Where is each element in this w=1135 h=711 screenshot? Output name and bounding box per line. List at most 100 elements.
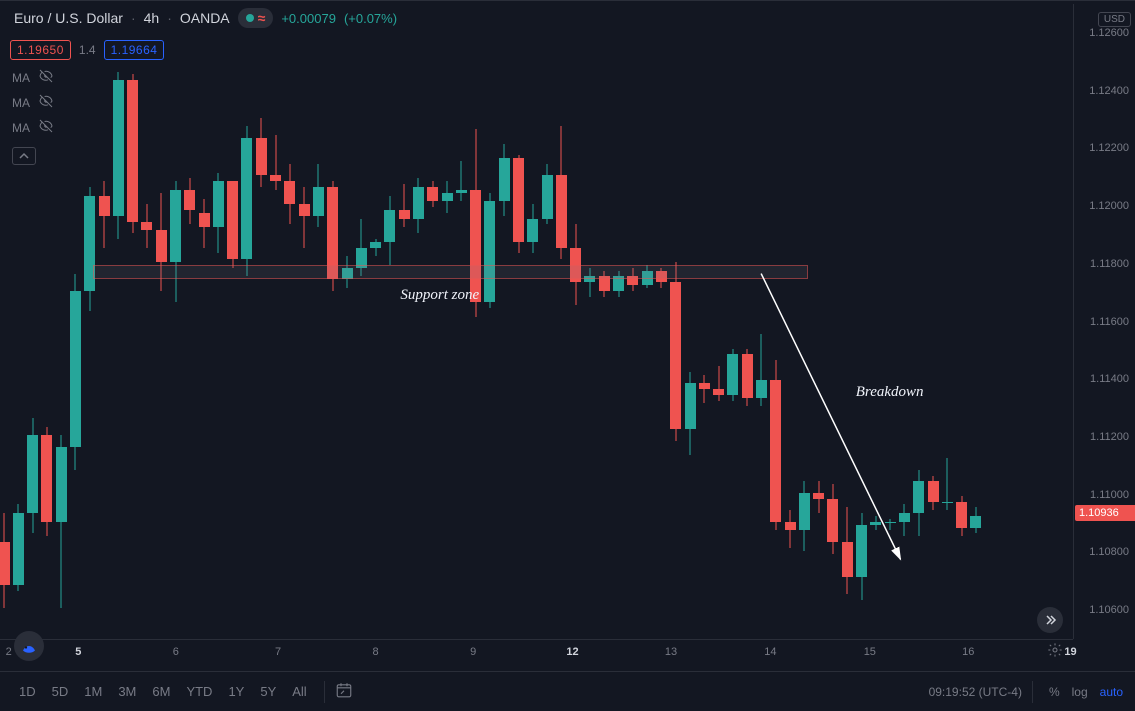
price-tick: 1.12400	[1089, 85, 1129, 97]
percent-toggle[interactable]: %	[1049, 685, 1060, 699]
time-tick: 15	[864, 646, 876, 658]
candle	[40, 427, 53, 537]
settings-icon[interactable]	[1047, 642, 1063, 661]
time-tick: 14	[764, 646, 776, 658]
candle	[698, 375, 711, 404]
timeframe-1y[interactable]: 1Y	[221, 680, 251, 703]
price-tick: 1.11600	[1090, 316, 1129, 328]
candle	[455, 161, 468, 201]
candle	[741, 349, 754, 407]
candle	[312, 164, 325, 228]
price-tick: 1.12600	[1089, 27, 1129, 39]
candle	[712, 366, 725, 401]
candle	[83, 187, 96, 311]
timeframe-1m[interactable]: 1M	[77, 680, 109, 703]
time-tick: 12	[566, 646, 578, 658]
candle	[126, 74, 139, 233]
candle	[512, 155, 525, 253]
breakdown-label: Breakdown	[856, 384, 924, 401]
time-tick: 7	[275, 646, 281, 658]
candle	[140, 204, 153, 247]
clock: 09:19:52 (UTC-4)	[929, 685, 1022, 699]
candle	[855, 513, 868, 600]
candle	[798, 481, 811, 550]
candle	[826, 484, 839, 553]
candle	[98, 181, 111, 247]
candle	[198, 199, 211, 248]
time-tick: 13	[665, 646, 677, 658]
candle	[55, 435, 68, 608]
timeframe-5y[interactable]: 5Y	[253, 680, 283, 703]
timeframe-5d[interactable]: 5D	[45, 680, 76, 703]
timeframe-ytd[interactable]: YTD	[179, 680, 219, 703]
candle	[841, 507, 854, 594]
breakdown-arrow[interactable]	[0, 4, 1073, 639]
candle	[669, 262, 682, 441]
candle	[755, 334, 768, 406]
candle	[555, 126, 568, 259]
candle	[526, 204, 539, 253]
timeframe-6m[interactable]: 6M	[145, 680, 177, 703]
candle	[812, 481, 825, 513]
candle	[255, 118, 268, 187]
candle	[955, 496, 968, 536]
candle	[226, 181, 239, 268]
time-tick: 5	[75, 646, 81, 658]
candle	[0, 513, 11, 608]
ideas-button[interactable]	[14, 631, 44, 661]
candle	[26, 418, 39, 533]
candle	[869, 516, 882, 530]
candle	[398, 184, 411, 227]
time-tick: 2	[6, 646, 12, 658]
candle	[240, 126, 253, 276]
go-to-realtime-button[interactable]	[1037, 607, 1063, 633]
price-tick: 1.12000	[1089, 200, 1129, 212]
candle	[369, 239, 382, 256]
candle	[169, 181, 182, 302]
candle	[912, 470, 925, 536]
candle	[498, 144, 511, 216]
candle	[941, 458, 954, 510]
support-zone-rect[interactable]	[93, 265, 807, 279]
candle	[112, 72, 125, 239]
candle	[12, 504, 25, 591]
log-toggle[interactable]: log	[1072, 685, 1088, 699]
candle	[784, 510, 797, 548]
price-tick: 1.12200	[1089, 142, 1129, 154]
timeframe-1d[interactable]: 1D	[12, 680, 43, 703]
price-axis[interactable]: USD 1.12600 1.12400 1.12200 1.12000 1.11800 1…	[1073, 4, 1135, 639]
price-tick: 1.11200	[1090, 431, 1129, 443]
timeframe-3m[interactable]: 3M	[111, 680, 143, 703]
price-tick: 1.11000	[1090, 489, 1129, 501]
time-tick: 6	[173, 646, 179, 658]
candle	[884, 519, 897, 531]
support-zone-label: Support zone	[400, 287, 479, 304]
timeframe-list: 1D5D1M3M6MYTD1Y5YAll	[12, 680, 314, 703]
candle	[927, 476, 940, 511]
timeframe-all[interactable]: All	[285, 680, 313, 703]
price-tick: 1.11800	[1090, 258, 1129, 270]
candle	[541, 164, 554, 225]
candle	[426, 181, 439, 207]
price-tick: 1.10800	[1089, 546, 1129, 558]
candle	[212, 173, 225, 254]
candle	[684, 372, 697, 456]
candle	[769, 360, 782, 530]
candle	[283, 164, 296, 225]
auto-scale-toggle[interactable]: auto	[1100, 685, 1123, 699]
candle	[298, 187, 311, 248]
candle	[969, 507, 982, 533]
candle	[898, 504, 911, 536]
time-tick: 16	[962, 646, 974, 658]
time-tick: 8	[373, 646, 379, 658]
time-axis[interactable]: 256789121314151619	[0, 639, 1073, 667]
candle	[441, 181, 454, 213]
chart-pane[interactable]: Support zone Breakdown	[0, 4, 1073, 667]
candle	[483, 193, 496, 308]
time-tick: 9	[470, 646, 476, 658]
currency-label: USD	[1098, 12, 1131, 27]
candle	[726, 349, 739, 401]
price-tick: 1.11400	[1090, 373, 1129, 385]
goto-date-icon[interactable]	[335, 681, 353, 702]
candle	[183, 178, 196, 224]
